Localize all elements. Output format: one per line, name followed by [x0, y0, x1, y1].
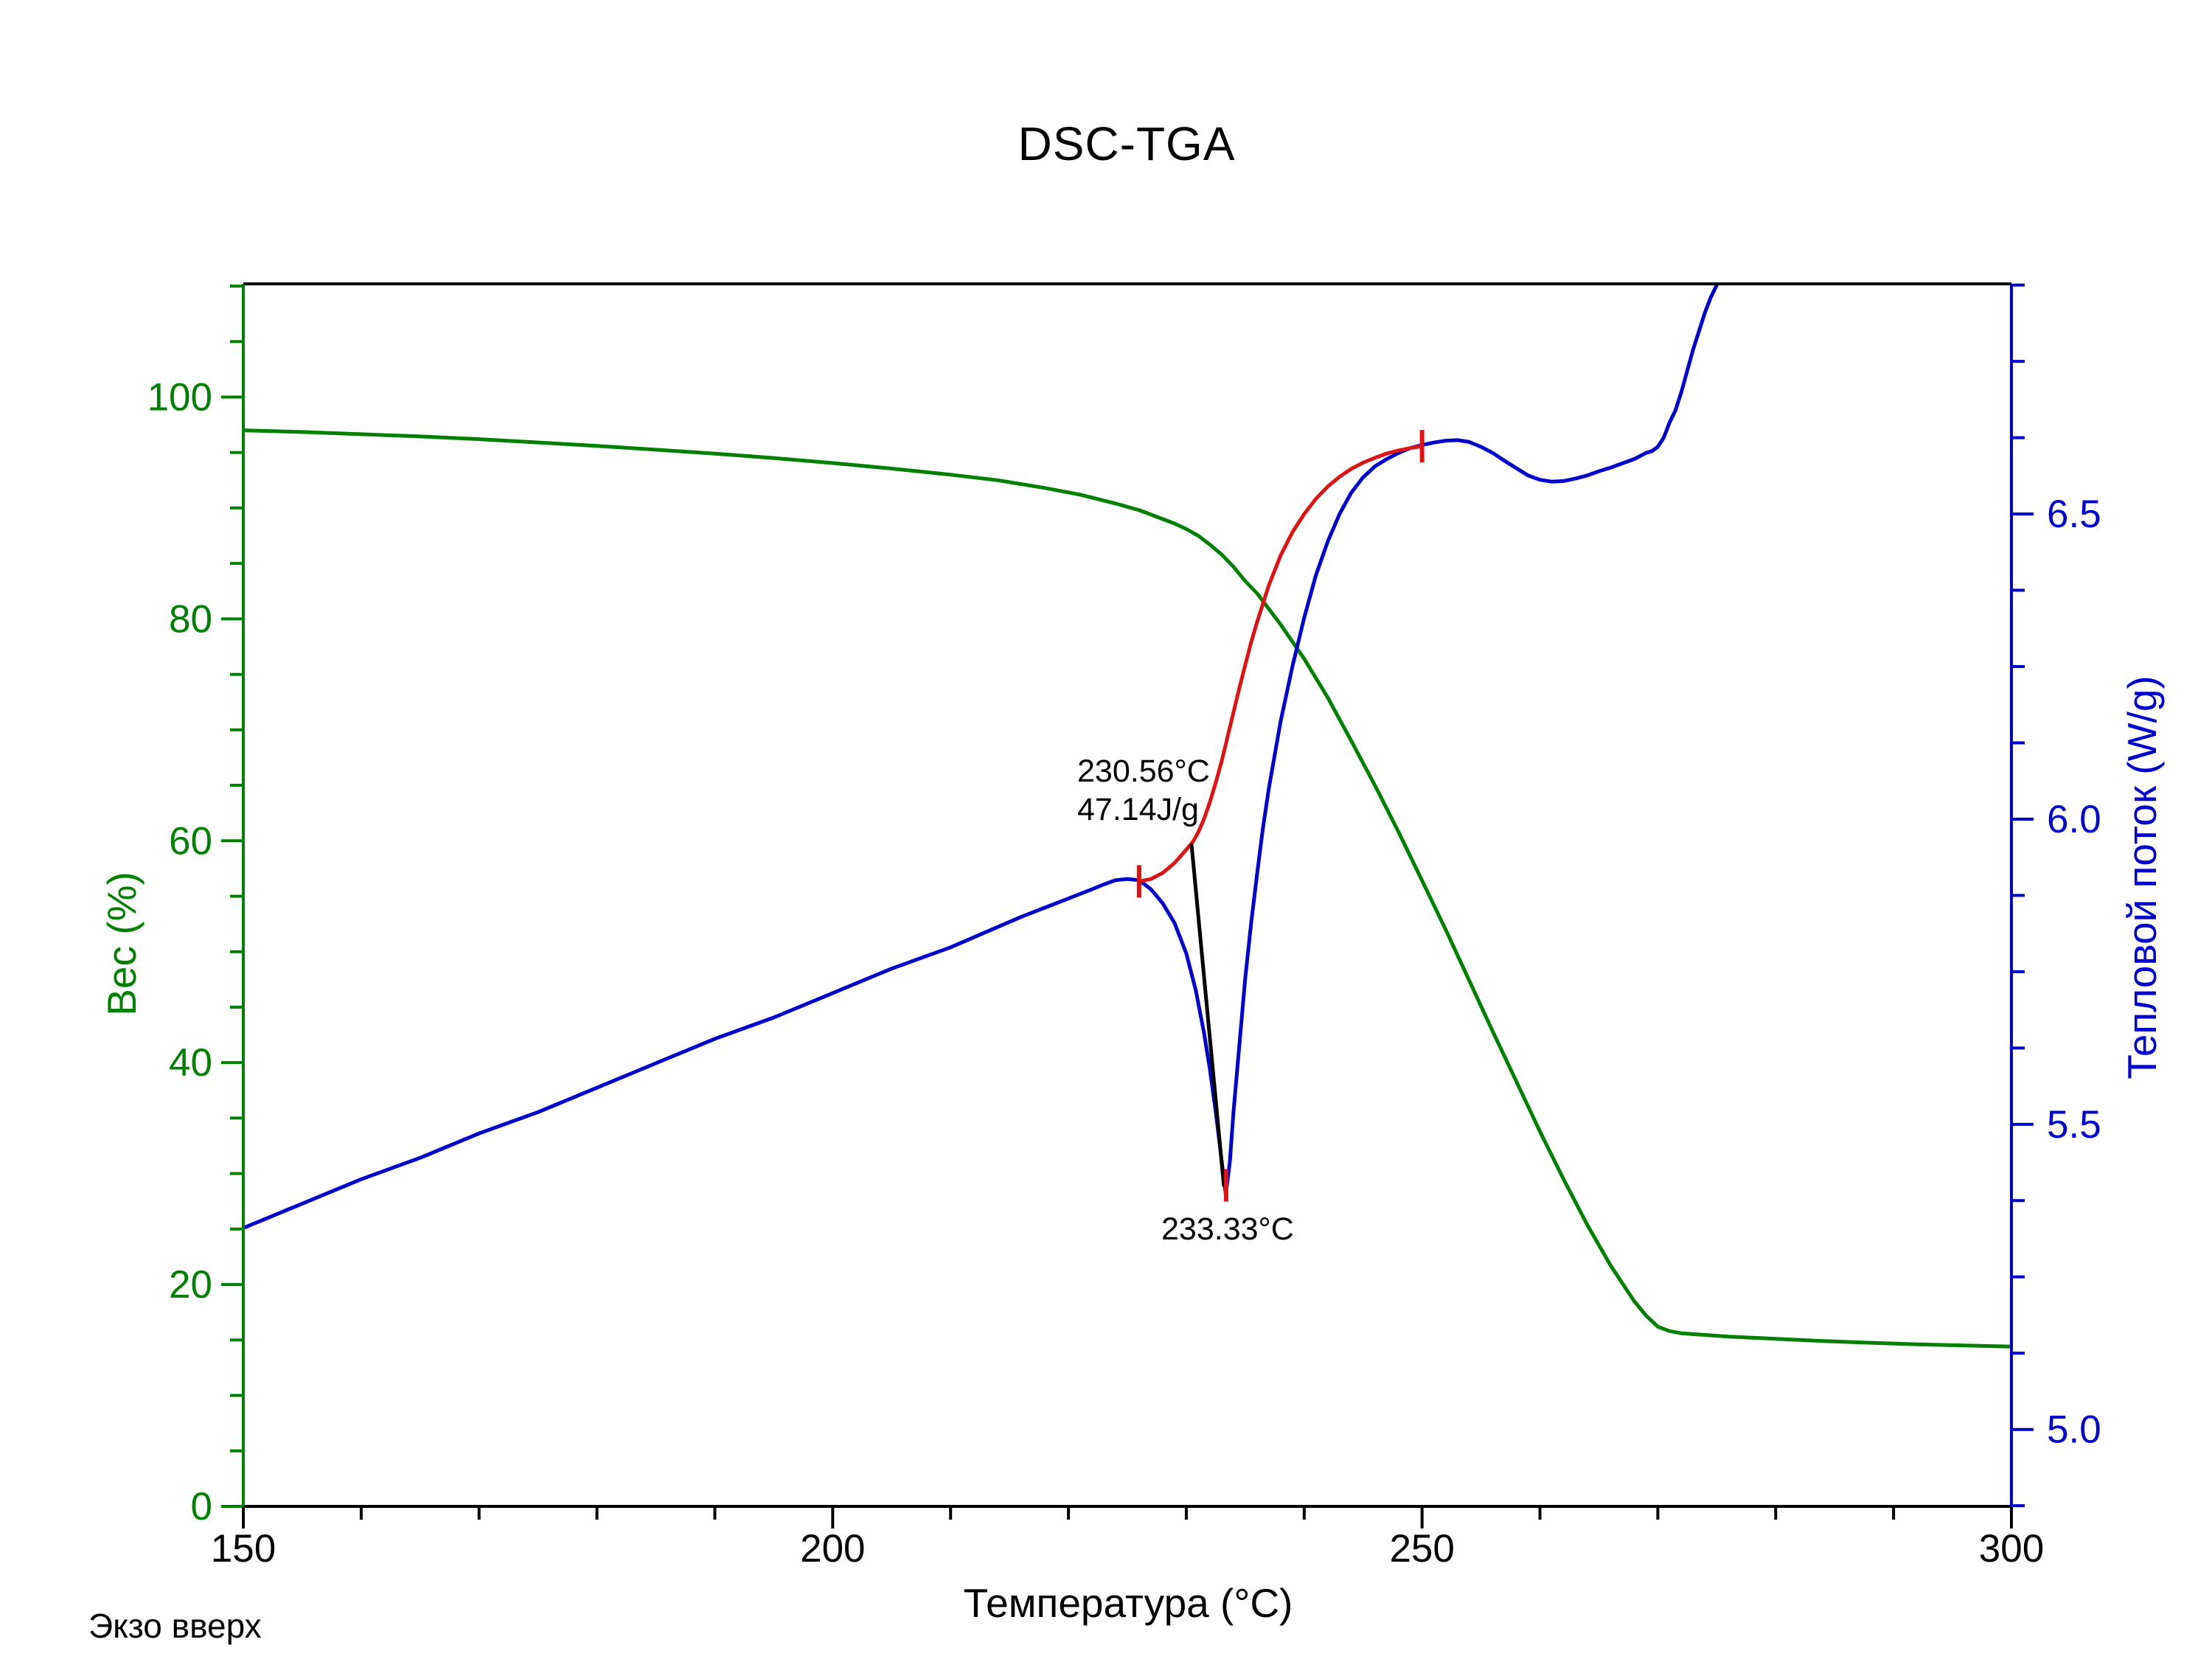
onset-temperature-label: 230.56°C — [1077, 754, 1210, 789]
y-right-tick-label: 5.5 — [2047, 1103, 2101, 1147]
y-left-axis-title: Вес (%) — [99, 872, 145, 1016]
peak-annotation: 233.33°C — [1161, 1210, 1294, 1248]
chart-title: DSC-TGA — [1018, 117, 1236, 170]
tga-weight-curve — [243, 428, 2011, 1349]
y-right-axis-title: Тепловой поток (W/g) — [2119, 675, 2165, 1079]
y-right-tick-label: 6.0 — [2047, 798, 2101, 841]
y-right-tick-label: 6.5 — [2047, 493, 2101, 536]
x-tick-label: 300 — [1979, 1527, 2044, 1571]
y-left-tick-label: 80 — [169, 597, 212, 641]
onset-annotation: 230.56°C 47.14J/g — [1077, 752, 1210, 830]
y-right-tick-label: 5.0 — [2047, 1408, 2101, 1452]
integration-sigmoid-curve — [1137, 444, 1425, 883]
x-axis-title: Температура (°C) — [963, 1580, 1293, 1626]
y-left-tick-label: 60 — [169, 819, 212, 863]
exo-up-note: Экзо вверх — [88, 1607, 262, 1645]
y-left-tick-label: 0 — [191, 1485, 212, 1528]
onset-enthalpy-label: 47.14J/g — [1077, 792, 1199, 828]
x-tick-label: 150 — [211, 1527, 276, 1571]
y-left-tick-label: 100 — [147, 375, 212, 419]
onset-tangent-line — [1189, 844, 1226, 1188]
y-left-tick-label: 20 — [169, 1263, 212, 1307]
peak-temperature-label: 233.33°C — [1161, 1211, 1294, 1247]
x-tick-label: 200 — [800, 1527, 865, 1571]
x-tick-label: 250 — [1389, 1527, 1454, 1571]
y-left-tick-label: 40 — [169, 1041, 212, 1085]
dsc-heatflow-curve — [243, 284, 1719, 1230]
